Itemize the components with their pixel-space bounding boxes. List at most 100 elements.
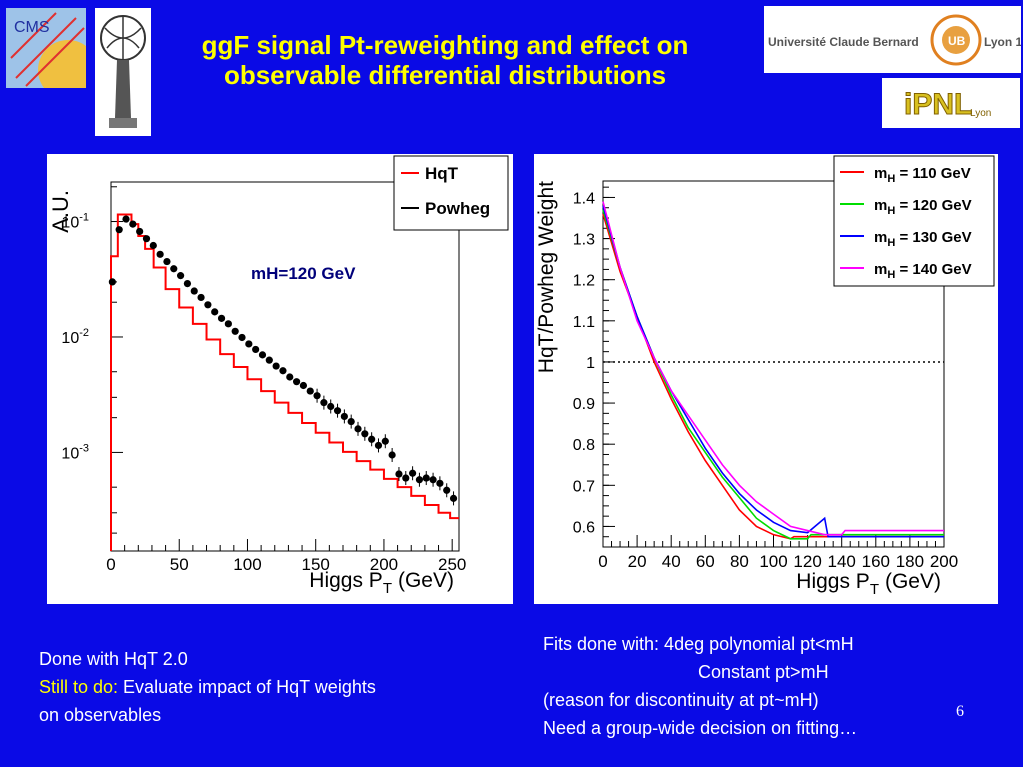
left-y-tick-label: 10-2 — [61, 327, 89, 347]
ipnl-logo: iPNL Lyon — [882, 78, 1020, 128]
still-label: Still to do: — [39, 677, 119, 697]
right-x-tick-label: 200 — [930, 552, 958, 571]
powheg-point — [183, 279, 192, 288]
powheg-point — [374, 441, 383, 450]
atlas-figure-icon — [100, 15, 146, 128]
powheg-point — [388, 451, 396, 459]
right-x-tick-label: 20 — [628, 552, 647, 571]
powheg-point — [136, 227, 144, 236]
legend-powheg-label: Powheg — [425, 199, 490, 218]
weight-curve-mh-130 — [602, 205, 944, 538]
ipnl-logo-graphic: iPNL Lyon — [904, 88, 992, 122]
powheg-point — [429, 476, 437, 484]
right-x-tick-label: 120 — [793, 552, 821, 571]
slide-title: ggF signal Pt-reweighting and effect on … — [150, 30, 740, 90]
powheg-point — [231, 327, 239, 335]
note-still-to-do: Still to do: Evaluate impact of HqT weig… — [39, 673, 499, 701]
powheg-point — [327, 402, 335, 411]
right-y-tick-label: 1.1 — [573, 314, 595, 331]
left-x-tick-label: 50 — [170, 555, 189, 574]
right-x-tick-label: 180 — [896, 552, 924, 571]
ucbl-logo-graphic: Université Claude Bernard UB Lyon 1 — [768, 14, 1023, 66]
notes-right: Fits done with: 4deg polynomial pt<mH Co… — [543, 630, 973, 742]
hqt-histogram — [110, 213, 459, 551]
title-line-2: observable differential distributions — [223, 60, 667, 90]
powheg-point — [272, 362, 280, 370]
right-x-tick-label: 0 — [598, 552, 607, 571]
powheg-point — [129, 220, 137, 228]
powheg-point — [279, 367, 287, 375]
powheg-point — [238, 333, 246, 342]
pt-spectrum-chart: 0 50 100 150 200 250 10-1 10-2 10-3 A.U. Higgs P… — [47, 154, 513, 604]
ucbl-logo: Université Claude Bernard UB Lyon 1 — [764, 6, 1023, 73]
powheg-point — [415, 476, 424, 484]
powheg-point — [258, 351, 267, 359]
legend-label-mh-140: mH = 140 GeV — [874, 261, 972, 281]
right-y-axis-label: HqT/Powheg Weight — [535, 181, 558, 373]
right-y-tick-label: 0.8 — [573, 437, 595, 454]
right-y-tick-label: 0.7 — [573, 478, 595, 495]
powheg-point — [197, 293, 205, 302]
page-number: 6 — [956, 703, 964, 720]
left-x-tick-label: 100 — [233, 555, 261, 574]
note-done: Done with HqT 2.0 — [39, 649, 188, 669]
right-y-tick-label: 1.4 — [573, 190, 595, 207]
powheg-point — [163, 257, 171, 266]
powheg-point — [299, 381, 308, 390]
left-x-tick-label: 200 — [370, 555, 398, 574]
pt-spectrum-plot: 0 50 100 150 200 250 10-1 10-2 10-3 A.U. Higgs P… — [48, 155, 509, 597]
powheg-point — [245, 340, 253, 348]
left-x-tick-label: 0 — [106, 555, 115, 574]
right-y-tick-label: 1 — [586, 355, 595, 372]
note-reason: (reason for discontinuity at pt~mH) — [543, 690, 819, 710]
still-text: Evaluate impact of HqT weights — [118, 677, 376, 697]
legend-label-mh-130: mH = 130 GeV — [874, 229, 972, 249]
powheg-point — [108, 278, 116, 286]
powheg-point — [224, 320, 232, 328]
powheg-point — [320, 399, 328, 407]
powheg-point — [333, 407, 342, 415]
powheg-point — [354, 425, 362, 433]
right-x-tick-label: 80 — [730, 552, 749, 571]
powheg-point — [402, 474, 410, 482]
left-x-axis-label: Higgs PT (GeV) — [309, 569, 454, 597]
note-decision: Need a group-wide decision on fitting… — [543, 718, 858, 738]
legend-label-mh-120: mH = 120 GeV — [874, 197, 972, 217]
powheg-point — [177, 272, 185, 280]
mh-annotation: mH=120 GeV — [251, 264, 356, 283]
powheg-point — [409, 469, 417, 477]
left-y-tick-label: 10-3 — [61, 442, 89, 462]
powheg-point — [436, 479, 444, 487]
powheg-point — [156, 250, 164, 258]
ucbl-mark: UB — [948, 34, 966, 48]
weight-ratio-plot: 0 20 40 60 80 100 120 140 160 180 200 0.6 0.7 0.8 0.9 1… — [535, 155, 995, 598]
powheg-point — [361, 430, 369, 438]
powheg-point — [217, 314, 226, 322]
right-x-tick-label: 60 — [696, 552, 715, 571]
right-y-tick-label: 0.6 — [573, 519, 595, 536]
left-y-tick-label: 10-1 — [61, 212, 89, 232]
notes-left: Done with HqT 2.0 Still to do: Evaluate … — [39, 645, 499, 729]
powheg-point — [449, 494, 458, 502]
powheg-point — [142, 235, 151, 243]
title-line-1: ggF signal Pt-reweighting and effect on — [201, 30, 689, 60]
right-y-tick-label: 1.3 — [573, 232, 595, 249]
cms-text: CMS — [14, 19, 50, 36]
left-plot-frame — [110, 181, 460, 552]
left-y-axis-label: A.U. — [48, 190, 73, 233]
legend-hqt-label: HqT — [425, 164, 459, 183]
right-y-tick-label: 1.2 — [573, 273, 595, 290]
powheg-point — [313, 392, 321, 400]
powheg-point — [422, 474, 430, 482]
weight-ratio-chart: 0 20 40 60 80 100 120 140 160 180 200 0.6 0.7 0.8 0.9 1… — [534, 154, 998, 604]
powheg-point — [265, 356, 273, 364]
weight-curve-mh-140 — [602, 201, 944, 536]
powheg-point — [395, 470, 403, 478]
powheg-point — [190, 287, 198, 295]
powheg-point — [443, 486, 451, 494]
note-constant: Constant pt>mH — [698, 662, 829, 682]
powheg-point — [204, 301, 212, 309]
left-x-tick-label: 250 — [438, 555, 466, 574]
cms-logo: CMS — [6, 8, 98, 100]
cms-logo-graphic: CMS — [6, 8, 98, 100]
